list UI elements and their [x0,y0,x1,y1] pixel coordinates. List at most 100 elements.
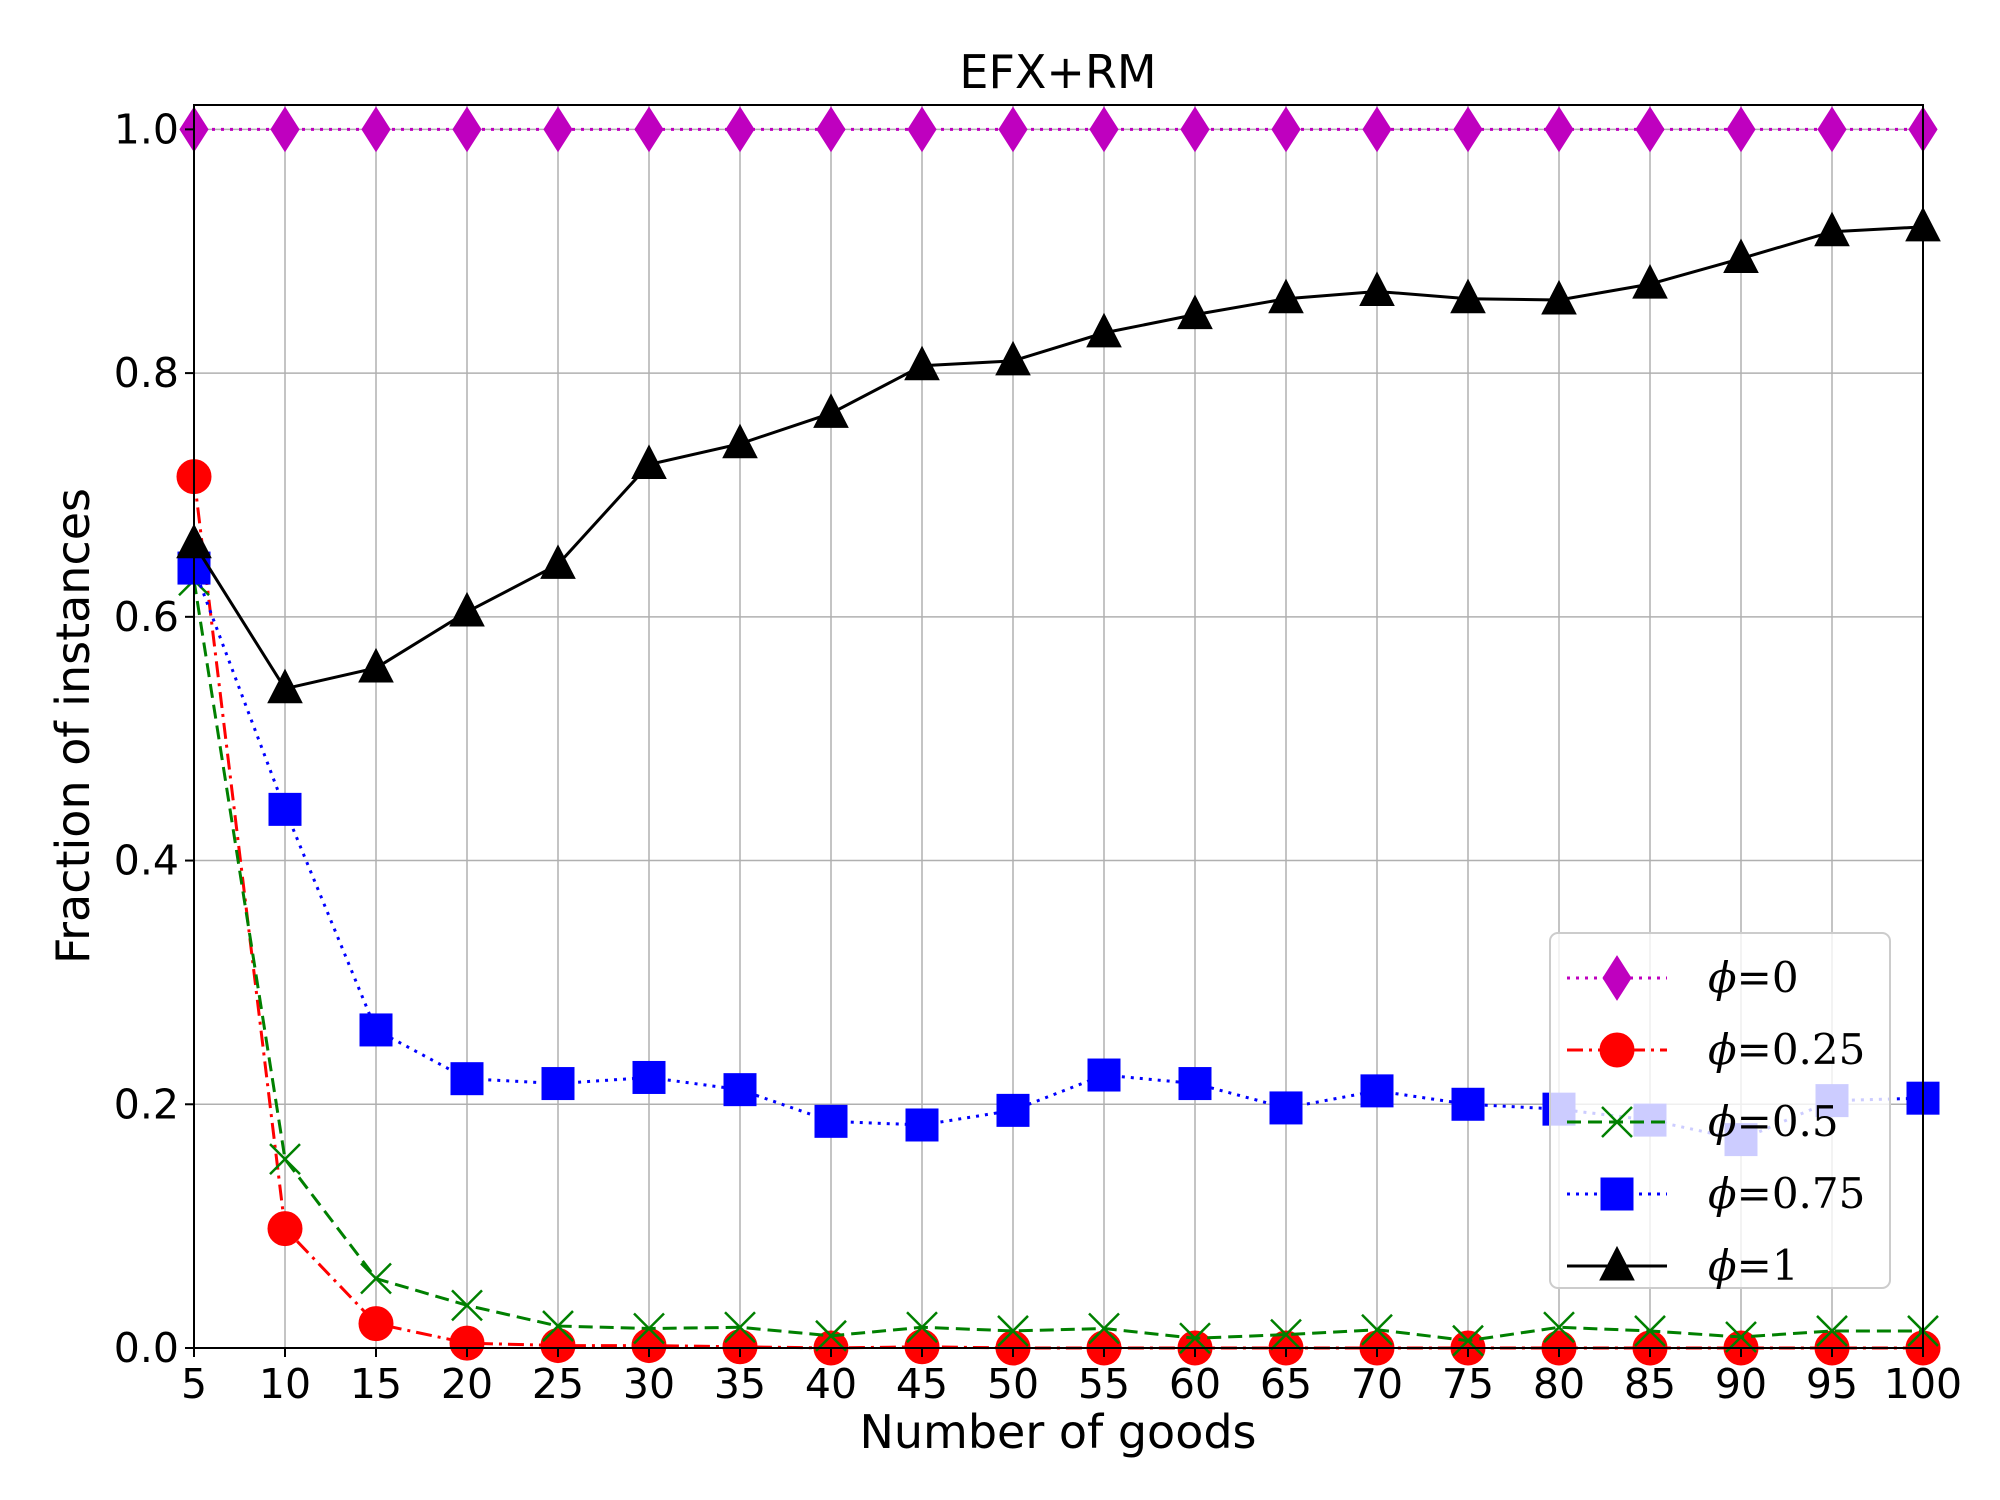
legend-entry: ϕ=0.5 [1567,1097,1839,1146]
data-point [997,1315,1029,1347]
data-point [1452,1324,1484,1357]
data-point [1635,106,1665,153]
legend-symbol: ϕ [1708,953,1737,1002]
x-tick-label: 15 [350,1360,402,1408]
series-line [192,225,1924,691]
data-point [633,1312,665,1345]
chart-title: EFX+RM [959,45,1156,99]
data-point [632,1060,666,1094]
data-point [358,1306,394,1342]
data-point [1544,106,1574,153]
data-point [1723,238,1759,274]
data-point [906,1311,938,1344]
legend-symbol: ϕ [1708,1097,1737,1146]
x-tick-label: 25 [532,1360,584,1408]
data-point [1178,1067,1212,1101]
series-2 [178,564,1939,1357]
x-tick-label: 60 [1169,1360,1221,1408]
x-tick-label: 35 [714,1360,766,1408]
data-point [725,106,755,153]
data-point [1359,271,1395,306]
legend-label: ϕ=0.75 [1708,1169,1865,1218]
y-tick-label: 0.6 [114,593,179,641]
y-tick-label: 0.4 [114,837,179,885]
data-point [540,544,576,579]
data-point [1268,278,1304,314]
data-point [1270,1318,1302,1351]
data-point [1361,1313,1393,1346]
legend-value: =0 [1737,953,1799,1002]
data-point [452,106,482,153]
data-point [542,1310,574,1342]
legend-entry: ϕ=1 [1567,1241,1799,1290]
data-point [634,106,664,153]
x-tick-label: 70 [1351,1360,1403,1408]
data-point [631,1328,667,1364]
data-point [1451,1087,1485,1121]
legend-label: ϕ=0 [1708,953,1799,1002]
data-point [1088,1312,1120,1345]
data-point [450,1062,484,1096]
data-point [904,1329,940,1365]
data-point [269,1143,301,1175]
x-tick-label: 95 [1806,1360,1858,1408]
data-point [724,1311,756,1344]
legend-entry: ϕ=0.75 [1567,1169,1865,1218]
data-point [1816,1315,1848,1347]
legend-label: ϕ=1 [1708,1241,1799,1290]
data-point [907,106,937,153]
x-tick-label: 20 [441,1360,493,1408]
legend-symbol: ϕ [1708,1025,1737,1074]
legend-marker [1602,955,1632,1001]
data-point [996,1093,1030,1127]
legend-symbol: ϕ [1708,1169,1737,1218]
legend-marker [1599,1032,1635,1068]
x-tick-label: 75 [1442,1360,1494,1408]
legend: ϕ=0ϕ=0.25ϕ=0.5ϕ=0.75ϕ=1 [1549,932,1891,1290]
data-point [1089,106,1119,153]
x-tick-label: 45 [896,1360,948,1408]
data-point [723,1073,757,1107]
legend-label: ϕ=0.25 [1708,1025,1865,1074]
legend-value: =0.5 [1737,1097,1839,1146]
data-point [543,106,573,153]
x-tick-label: 5 [181,1360,207,1408]
data-point [268,792,302,826]
data-point [813,393,849,428]
data-point [267,668,303,704]
x-tick-label: 30 [623,1360,675,1408]
data-point [541,1067,575,1101]
legend-value: =1 [1737,1241,1799,1290]
data-point [451,1289,483,1322]
data-point [1271,106,1301,153]
data-point [361,106,391,153]
plot-frame [193,104,1924,1349]
data-point [995,340,1031,376]
data-point [1086,312,1122,348]
legend-entry: ϕ=0.25 [1567,1025,1865,1074]
data-point [1269,1091,1303,1125]
data-point [905,1108,939,1142]
x-axis-label: Number of goods [859,1405,1256,1459]
data-point [540,1328,576,1364]
x-tick-label: 100 [1884,1360,1962,1408]
data-point [1453,106,1483,153]
data-point [722,1329,758,1365]
series-4 [176,206,1941,704]
legend-entry: ϕ=0 [1567,953,1799,1002]
data-point [904,345,940,381]
y-tick-label: 0.2 [114,1080,179,1128]
legend-value: =0.75 [1737,1169,1866,1218]
data-point [449,591,485,627]
x-tick-label: 90 [1715,1360,1767,1408]
data-point [358,647,394,683]
axis-ticks: 5 10 15 20 25 30 35 40 45 50 55 60 65 70 75 80 85 90 95 100… [114,105,1962,1408]
x-tick-label: 85 [1624,1360,1676,1408]
data-point [267,1211,303,1247]
legend-symbol: ϕ [1708,1241,1737,1290]
data-point [1362,106,1392,153]
data-point [360,1262,392,1295]
x-tick-label: 50 [987,1360,1039,1408]
legend-value: =0.25 [1737,1025,1866,1074]
data-point [359,1013,393,1047]
